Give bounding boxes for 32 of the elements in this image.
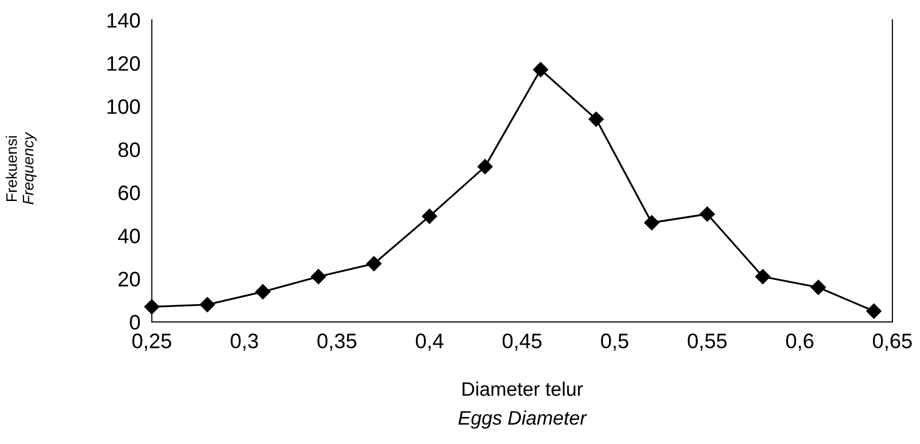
x-tick-label: 0,35 — [317, 334, 356, 351]
y-tick-label: 120 — [108, 56, 140, 71]
point — [366, 256, 382, 272]
x-tick-label: 0,3 — [230, 334, 258, 351]
x-tick-label: 0,45 — [502, 334, 542, 351]
y-axis-title: Frekuensi Frequency — [6, 132, 37, 204]
x-tick-label: 0,5 — [601, 334, 628, 351]
point — [310, 269, 326, 284]
y-tick-label: 60 — [118, 186, 140, 200]
x-tick-label: 0,6 — [786, 334, 814, 351]
x-tick-label: 0,55 — [688, 334, 727, 351]
x-axis-title: Diameter telur Eggs Diameter — [458, 382, 588, 429]
y-tick-label: 20 — [118, 272, 140, 287]
y-tick-label: 80 — [118, 142, 140, 158]
point — [588, 112, 604, 127]
point — [866, 304, 882, 319]
point — [255, 284, 270, 300]
y-tick-label: 40 — [118, 228, 140, 244]
x-tick-label: 0,4 — [416, 334, 444, 351]
x-tick-label: 0,25 — [132, 334, 172, 351]
y-tick-label: 100 — [108, 99, 140, 114]
point — [755, 269, 770, 284]
point — [644, 215, 660, 230]
point — [478, 159, 493, 174]
x-tick-label: 0,65 — [872, 334, 912, 351]
point — [810, 280, 826, 295]
point — [533, 62, 548, 78]
y-tick-label: 140 — [108, 12, 140, 28]
point — [200, 297, 215, 312]
point — [700, 206, 715, 222]
point — [422, 208, 438, 224]
y-tick-label: 0 — [130, 314, 140, 330]
